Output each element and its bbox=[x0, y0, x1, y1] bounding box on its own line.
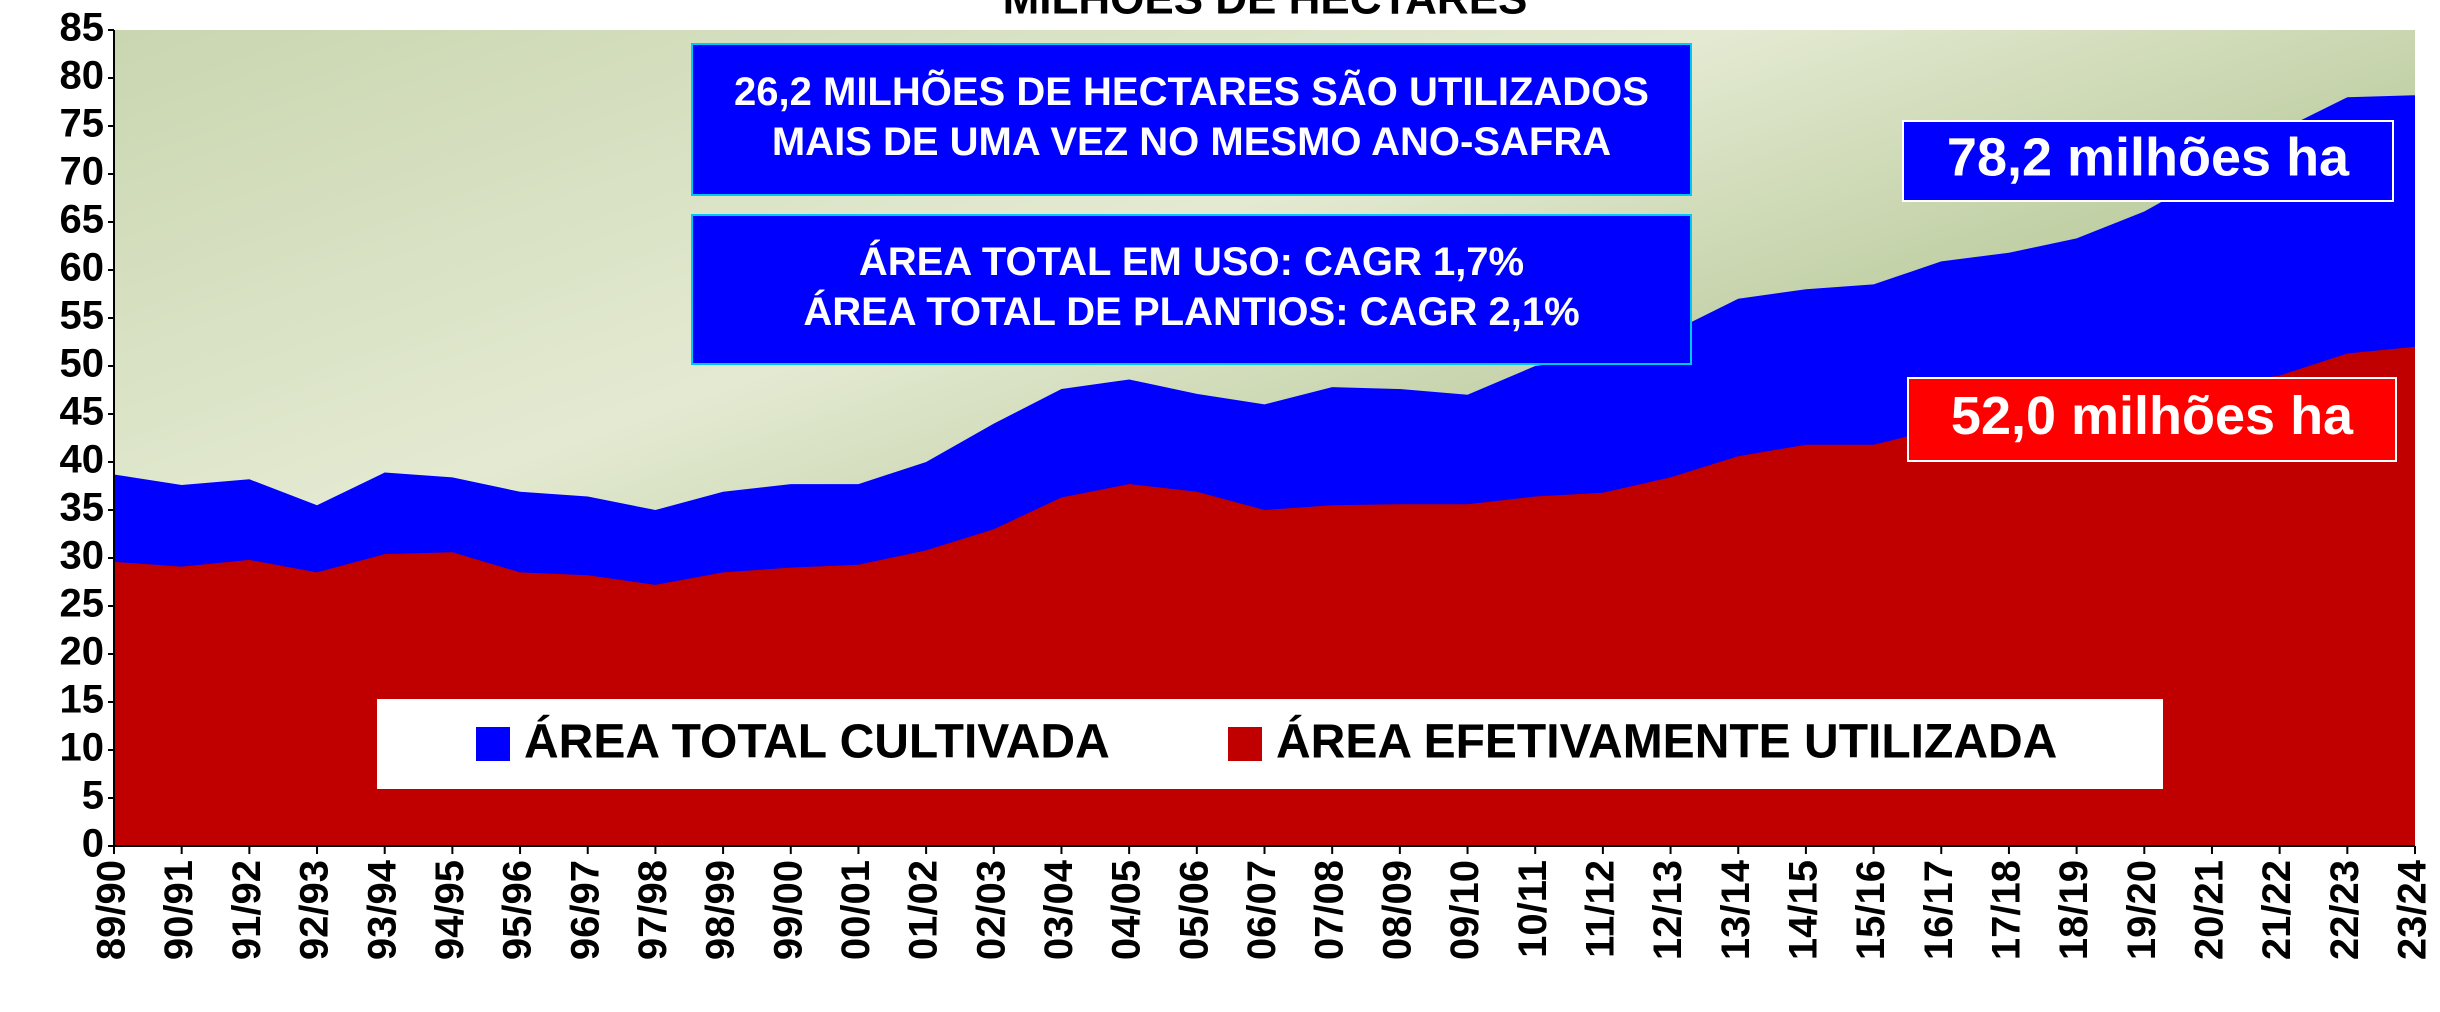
legend-label: ÁREA TOTAL CULTIVADA bbox=[524, 715, 1110, 769]
annotation-box bbox=[691, 43, 1692, 196]
x-tick-label: 91/92 bbox=[225, 860, 269, 960]
y-tick-label: 65 bbox=[60, 198, 105, 242]
x-tick-label: 08/09 bbox=[1375, 860, 1419, 960]
x-tick-label: 19/20 bbox=[2120, 860, 2164, 960]
x-tick-label: 95/96 bbox=[496, 860, 540, 960]
x-tick-label: 17/18 bbox=[1985, 860, 2029, 960]
y-tick-label: 5 bbox=[82, 774, 104, 818]
y-tick-label: 60 bbox=[60, 246, 105, 290]
x-tick-label: 23/24 bbox=[2391, 859, 2435, 960]
x-tick-label: 89/90 bbox=[90, 860, 134, 960]
y-tick-label: 0 bbox=[82, 822, 104, 866]
annotation-text: 26,2 MILHÕES DE HECTARES SÃO UTILIZADOS bbox=[734, 68, 1649, 114]
x-tick-label: 03/04 bbox=[1037, 859, 1081, 960]
annotation-text: 78,2 milhões ha bbox=[1947, 127, 2350, 187]
x-tick-label: 01/02 bbox=[902, 860, 946, 960]
x-tick-label: 02/03 bbox=[969, 860, 1013, 960]
y-tick-label: 70 bbox=[60, 150, 105, 194]
x-tick-label: 07/08 bbox=[1308, 860, 1352, 960]
y-tick-label: 35 bbox=[60, 486, 105, 530]
x-tick-label: 96/97 bbox=[563, 860, 607, 960]
x-tick-label: 97/98 bbox=[631, 860, 675, 960]
annotation-box bbox=[1907, 377, 2397, 462]
x-tick-label: 15/16 bbox=[1849, 860, 1893, 960]
y-tick-label: 55 bbox=[60, 294, 105, 338]
x-tick-label: 05/06 bbox=[1172, 860, 1216, 960]
y-tick-label: 25 bbox=[60, 582, 105, 626]
x-tick-label: 22/23 bbox=[2323, 860, 2367, 960]
x-tick-label: 18/19 bbox=[2052, 860, 2096, 960]
x-tick-label: 90/91 bbox=[157, 860, 201, 960]
y-tick-label: 45 bbox=[60, 390, 105, 434]
y-tick-label: 30 bbox=[60, 534, 105, 578]
x-tick-label: 21/22 bbox=[2255, 860, 2299, 960]
annotation-text: MAIS DE UMA VEZ NO MESMO ANO-SAFRA bbox=[772, 120, 1611, 164]
x-tick-label: 16/17 bbox=[1917, 860, 1961, 960]
x-tick-label: 06/07 bbox=[1240, 860, 1284, 960]
x-tick-label: 11/12 bbox=[1578, 860, 1622, 958]
y-tick-label: 40 bbox=[60, 438, 105, 482]
legend-box bbox=[377, 699, 2163, 789]
legend-swatch bbox=[476, 727, 510, 761]
y-tick-label: 85 bbox=[60, 6, 105, 50]
y-tick-label: 75 bbox=[60, 102, 105, 146]
chart-title: MILHÕES DE HECTARES bbox=[1003, 0, 1528, 24]
x-tick-label: 14/15 bbox=[1781, 860, 1825, 960]
y-tick-label: 10 bbox=[60, 726, 105, 770]
x-tick-label: 20/21 bbox=[2188, 860, 2232, 960]
legend-label: ÁREA EFETIVAMENTE UTILIZADA bbox=[1276, 715, 2057, 769]
x-tick-label: 13/14 bbox=[1714, 859, 1758, 960]
annotation-text: ÁREA TOTAL EM USO: CAGR 1,7% bbox=[859, 239, 1524, 284]
y-tick-label: 80 bbox=[60, 54, 105, 98]
legend-swatch bbox=[1228, 727, 1262, 761]
y-tick-label: 50 bbox=[60, 342, 105, 386]
x-tick-label: 93/94 bbox=[360, 859, 404, 960]
x-tick-label: 99/00 bbox=[766, 860, 810, 960]
annotation-box bbox=[1902, 120, 2394, 202]
x-tick-label: 98/99 bbox=[699, 860, 743, 960]
x-tick-label: 92/93 bbox=[293, 860, 337, 960]
x-tick-label: 04/05 bbox=[1105, 860, 1149, 960]
annotation-text: 52,0 milhões ha bbox=[1951, 386, 2354, 446]
x-tick-label: 00/01 bbox=[834, 860, 878, 960]
y-tick-label: 15 bbox=[60, 678, 105, 722]
annotation-box bbox=[691, 214, 1692, 365]
x-tick-label: 10/11 bbox=[1511, 860, 1555, 958]
y-tick-label: 20 bbox=[60, 630, 105, 674]
annotation-text: ÁREA TOTAL DE PLANTIOS: CAGR 2,1% bbox=[803, 289, 1579, 334]
x-tick-label: 12/13 bbox=[1646, 860, 1690, 960]
x-tick-label: 09/10 bbox=[1443, 860, 1487, 960]
x-tick-label: 94/95 bbox=[428, 860, 472, 960]
